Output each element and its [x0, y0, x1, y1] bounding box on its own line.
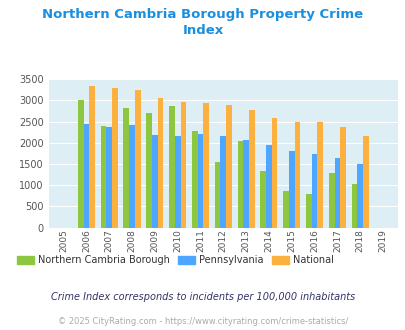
Bar: [294, 122, 300, 228]
Bar: [89, 85, 95, 228]
Bar: [237, 141, 243, 228]
Bar: [311, 154, 317, 228]
Bar: [151, 135, 157, 228]
Bar: [112, 88, 117, 228]
Bar: [100, 126, 106, 228]
Legend: Northern Cambria Borough, Pennsylvania, National: Northern Cambria Borough, Pennsylvania, …: [13, 251, 337, 269]
Bar: [265, 145, 271, 228]
Bar: [157, 98, 163, 228]
Bar: [339, 127, 345, 228]
Bar: [362, 136, 368, 228]
Bar: [248, 110, 254, 228]
Bar: [192, 131, 197, 228]
Bar: [288, 151, 294, 228]
Bar: [123, 108, 129, 228]
Bar: [175, 137, 180, 228]
Text: Crime Index corresponds to incidents per 100,000 inhabitants: Crime Index corresponds to incidents per…: [51, 292, 354, 302]
Bar: [169, 106, 175, 228]
Bar: [305, 194, 311, 228]
Bar: [180, 102, 186, 228]
Bar: [203, 103, 209, 228]
Bar: [317, 122, 322, 228]
Bar: [356, 164, 362, 228]
Bar: [214, 161, 220, 228]
Bar: [106, 127, 112, 228]
Bar: [226, 105, 231, 228]
Bar: [220, 137, 226, 228]
Text: © 2025 CityRating.com - https://www.cityrating.com/crime-statistics/: © 2025 CityRating.com - https://www.city…: [58, 317, 347, 326]
Bar: [83, 124, 89, 228]
Bar: [129, 125, 134, 228]
Bar: [146, 113, 151, 228]
Bar: [197, 134, 203, 228]
Bar: [271, 118, 277, 228]
Bar: [334, 158, 339, 228]
Bar: [243, 140, 248, 228]
Bar: [260, 171, 265, 228]
Text: Northern Cambria Borough Property Crime
Index: Northern Cambria Borough Property Crime …: [43, 8, 362, 37]
Bar: [351, 184, 356, 228]
Bar: [328, 173, 334, 228]
Bar: [283, 191, 288, 228]
Bar: [134, 90, 140, 228]
Bar: [78, 100, 83, 228]
